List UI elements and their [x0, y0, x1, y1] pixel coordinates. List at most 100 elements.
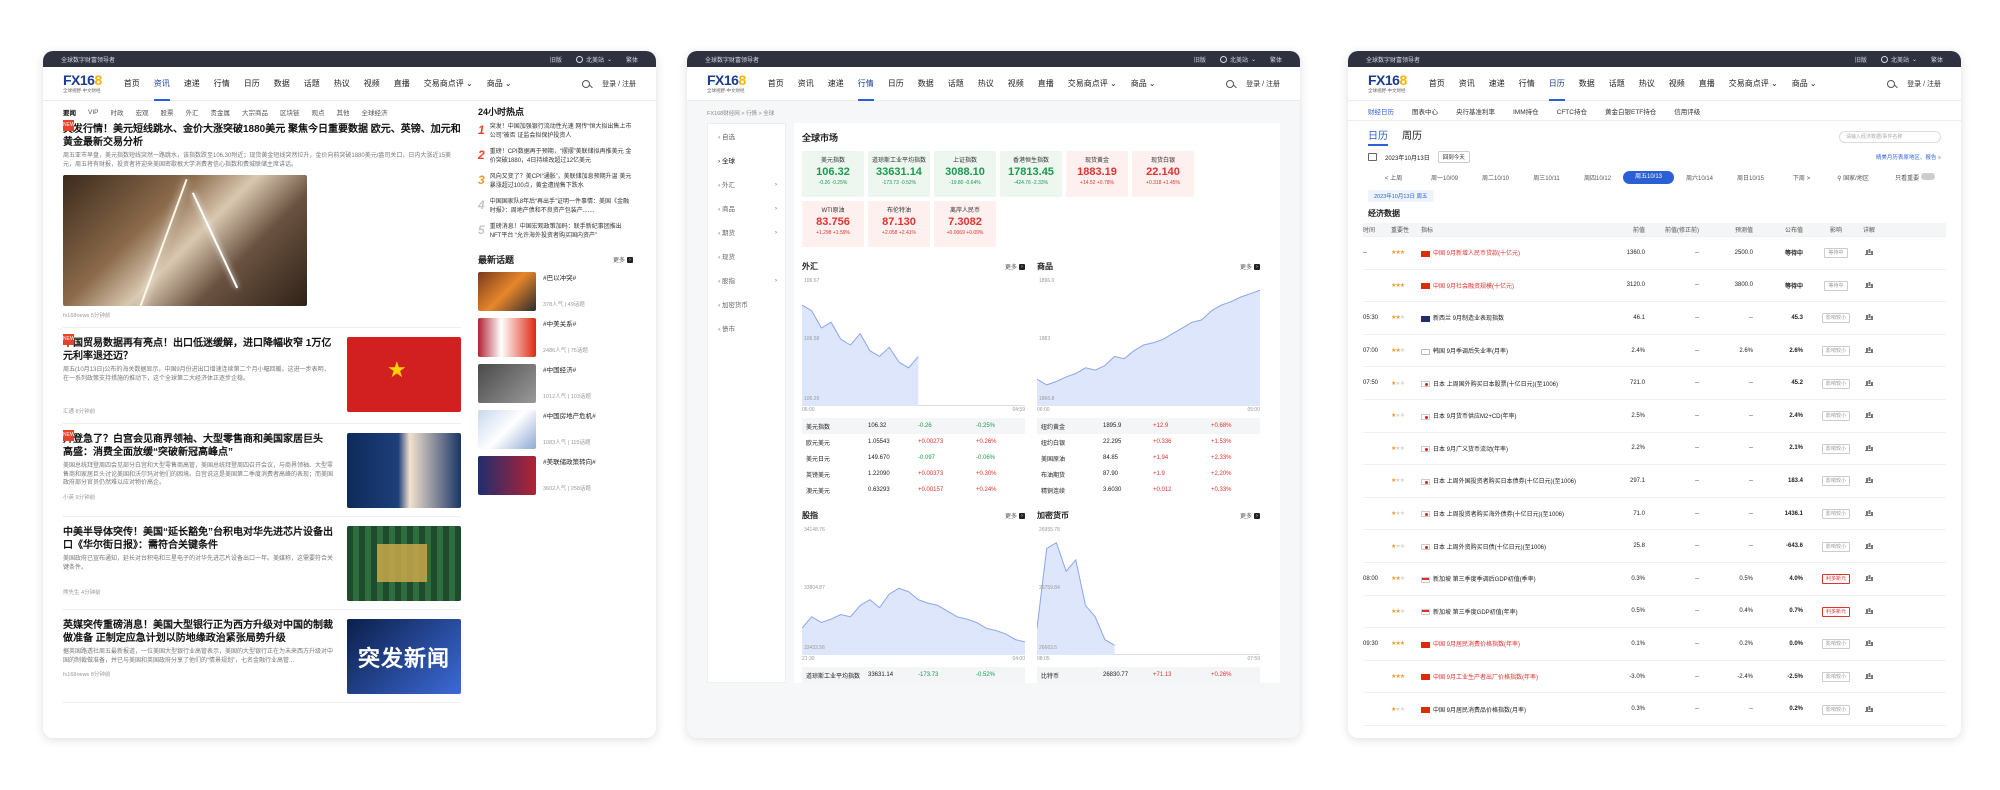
- logo[interactable]: FX168 全球视野·中文财经: [63, 73, 102, 94]
- topic-thumbnail[interactable]: [478, 364, 536, 403]
- chart-bars-icon[interactable]: [1865, 607, 1873, 614]
- quote-tile[interactable]: 布伦特油 87.130 +2.058 +2.41%: [868, 201, 930, 247]
- table-row[interactable]: -- ★★★ 中国 9月新增人民币贷款(十亿元) 1360.0 -- 2500.0 等待中 等…: [1363, 237, 1946, 270]
- nav-item[interactable]: 话题: [1608, 79, 1625, 88]
- day-tab[interactable]: 周三10/11: [1533, 176, 1560, 182]
- nav-item[interactable]: 行情: [213, 79, 230, 88]
- nav-item[interactable]: 话题: [303, 79, 320, 88]
- topic-item[interactable]: #美联储政策转向# 3602人气 | 258话题: [478, 456, 633, 495]
- table-row[interactable]: ★★★ 日本 9月货币供应M2+CD(年率) 2.5% -- -- 2.4% 影响较小: [1363, 400, 1946, 433]
- biden-thumbnail[interactable]: [347, 433, 461, 508]
- news-article[interactable]: 中美半导体突传！美国“延长豁免”台积电对华先进芯片设备出口《华尔街日报》：需符合…: [63, 526, 461, 610]
- chart-bars-icon[interactable]: [1865, 476, 1873, 484]
- quote-row[interactable]: 布油期货 87.90 +1.9 +2.20%: [1037, 466, 1260, 482]
- chart-bars-icon[interactable]: [1865, 248, 1873, 256]
- news-tab[interactable]: 区块链: [279, 110, 300, 117]
- detail-cell[interactable]: [1859, 248, 1879, 257]
- news-article[interactable]: NEW 突发行情！美元短线跳水、金价大涨突破1880美元 聚焦今日重要数据 欧元…: [63, 120, 461, 328]
- logo[interactable]: FX168 全球视野·中文财经: [707, 73, 746, 94]
- chart-bars-icon[interactable]: [1865, 444, 1873, 451]
- topic-title[interactable]: #中美关系#: [543, 321, 577, 328]
- day-tab[interactable]: 周五10/13: [1623, 171, 1674, 184]
- quote-row[interactable]: 比特币 26830.77 +71.13 +0.26%: [1037, 667, 1260, 683]
- article-title[interactable]: 中国贸易数据再有亮点！出口低迷缓解，进口降幅收窄 1万亿元利率退还迈？: [63, 338, 332, 362]
- quote-row[interactable]: 道琼斯工业平均指数 33631.14 -173.73 -0.52%: [802, 667, 1025, 683]
- chart-bars-icon[interactable]: [1865, 542, 1873, 549]
- nav-item[interactable]: 热议: [1638, 79, 1655, 88]
- login-link[interactable]: 登录 / 注册: [1907, 80, 1941, 88]
- indicator-cell[interactable]: 新加坡 第三季度GDP初值(年率): [1421, 607, 1601, 616]
- detail-cell[interactable]: [1859, 379, 1879, 388]
- detail-cell[interactable]: [1859, 476, 1879, 485]
- topic-thumbnail[interactable]: [478, 272, 536, 311]
- toggle-switch[interactable]: [1920, 173, 1935, 180]
- quote-row[interactable]: 澳元美元 0.63293 +0.00157 +0.24%: [802, 482, 1025, 498]
- news-tab[interactable]: 贵金属: [210, 110, 230, 117]
- chart-bars-icon[interactable]: [1865, 705, 1873, 712]
- sidebar-item[interactable]: › 股指 ›: [708, 268, 785, 292]
- indicator-cell[interactable]: 日本 上周投资者购买海外债券(十亿日元)(至1006): [1421, 509, 1601, 518]
- topic-item[interactable]: #巴以冲突# 378人气 | 49话题: [478, 272, 633, 311]
- day-tab[interactable]: 周二10/10: [1481, 176, 1509, 182]
- search-icon[interactable]: [582, 79, 591, 88]
- nav-item[interactable]: 首页: [123, 79, 140, 88]
- region-report-link[interactable]: 晴美月历表原地区、报告 »: [1875, 155, 1941, 161]
- quote-row[interactable]: 纽约黄金 1895.9 +12.9 +0.68%: [1037, 418, 1260, 434]
- quote-row[interactable]: 美元日元 149.670 -0.097 -0.06%: [802, 450, 1025, 466]
- indicator-cell[interactable]: 日本 上周外国投资者购买日本债券(十亿日元)(至1006): [1421, 476, 1601, 485]
- nav-item[interactable]: 资讯: [153, 79, 170, 101]
- lightning-image[interactable]: [63, 175, 307, 306]
- news-article[interactable]: 英媒突传重磅消息！美国大型银行正为西方升级对中国的制裁做准备 正制定应急计划以防…: [63, 619, 461, 703]
- quote-row[interactable]: 美国原油 84.85 +1.94 +2.33%: [1037, 450, 1260, 466]
- region-selector[interactable]: 北美站 ⌄: [575, 55, 612, 64]
- calendar-subnav-item[interactable]: 黄金白银ETF持仓: [1604, 108, 1657, 116]
- indicator-cell[interactable]: 日本 上周外资购买日债(十亿日元)(至1006): [1421, 542, 1601, 551]
- region-filter[interactable]: ⚲ 国家/地区: [1837, 176, 1869, 182]
- article-title[interactable]: 英媒突传重磅消息！美国大型银行正为西方升级对中国的制裁做准备 正制定应急计划以防…: [63, 620, 333, 644]
- indicator-cell[interactable]: 日本 9月货币供应M2+CD(年率): [1421, 411, 1601, 420]
- nav-item[interactable]: 资讯: [797, 79, 814, 88]
- nav-item[interactable]: 商品 ⌄: [486, 79, 512, 88]
- detail-cell[interactable]: [1859, 346, 1879, 355]
- tab-weekly[interactable]: 周历: [1402, 131, 1422, 142]
- quote-tile[interactable]: 现货白银 22.140 +0.318 +1.45%: [1132, 151, 1194, 197]
- nav-item[interactable]: 热议: [333, 79, 350, 88]
- chip-thumbnail[interactable]: [347, 526, 461, 601]
- indicator-cell[interactable]: 中国 9月居民消费价格指数(年率): [1421, 639, 1601, 648]
- indicator-cell[interactable]: 韩国 9月季调后失业率(月率): [1421, 346, 1601, 355]
- hot-item[interactable]: 5 重磅消息！中国宏观政策加码：联手新纪事团推出NFT平台 “允许海外投资者购买国…: [478, 223, 633, 241]
- nav-item[interactable]: 行情: [1518, 79, 1535, 88]
- quote-tile[interactable]: 上证指数 3088.10 -19.80 -0.64%: [934, 151, 996, 197]
- table-row[interactable]: ★★★ 日本 9月广义货币流动(年率) 2.2% -- -- 2.1% 影响较小: [1363, 433, 1946, 466]
- more-link[interactable]: 更多 ›: [1005, 510, 1025, 521]
- table-row[interactable]: ★★★ 中国 9月社会融资规模(十亿元) 3120.0 -- 3800.0 等待中 等待中: [1363, 270, 1946, 303]
- quote-tile[interactable]: 道琼斯工业平均指数 33631.14 -173.73 -0.52%: [868, 151, 930, 197]
- hot-item[interactable]: 4 中国国家队8年后“再出手”证明一件事情：美国《金融时报》：周地产债和不良资产包…: [478, 198, 633, 216]
- table-row[interactable]: ★★★ 日本 上周外国投资者购买日本债券(十亿日元)(至1006) 297.1 -- -…: [1363, 465, 1946, 498]
- indicator-cell[interactable]: 中国 9月工业生产者出厂价格指数(年率): [1421, 672, 1601, 681]
- table-row[interactable]: 07:00 ★★★ 韩国 9月季调后失业率(月率) 2.4% -- 2.6% 2.6% 影响较…: [1363, 335, 1946, 368]
- calendar-subnav-item[interactable]: IMM持仓: [1513, 108, 1539, 116]
- article-title[interactable]: 突发行情！美元短线跳水、金价大涨突破1880美元 聚焦今日重要数据 欧元、英镑、…: [63, 124, 461, 148]
- more-link[interactable]: 更多 ›: [1240, 510, 1260, 521]
- news-tab[interactable]: VIP: [88, 108, 99, 116]
- topic-item[interactable]: #中国房地产危机# 1083人气 | 115话题: [478, 410, 633, 449]
- nav-item[interactable]: 直播: [1698, 79, 1715, 88]
- news-article[interactable]: NEW 中国贸易数据再有亮点！出口低迷缓解，进口降幅收窄 1万亿元利率退还迈？ …: [63, 334, 461, 424]
- chart-bars-icon[interactable]: [1865, 639, 1873, 647]
- nav-item[interactable]: 日历: [243, 79, 260, 88]
- hot-item[interactable]: 3 风向又变了？美CPI“通胀”，美联储加息预期升温 美元暴涨超过100点，黄金遭…: [478, 173, 633, 191]
- language-toggle[interactable]: 繁体: [1269, 57, 1282, 64]
- news-tab[interactable]: 股票: [160, 110, 174, 117]
- nav-item[interactable]: 商品 ⌄: [1130, 79, 1156, 88]
- indicator-cell[interactable]: 中国 9月居民消费品价格指数(月率): [1421, 705, 1601, 714]
- chart-bars-icon[interactable]: [1865, 379, 1873, 386]
- quote-row[interactable]: 美元指数 106.32 -0.26 -0.25%: [802, 418, 1025, 434]
- hot-item-text[interactable]: 重磅！CPI数据再于预期，“摆摆”美联储拟再推美元 金价突破1880，4日持续改…: [489, 149, 632, 164]
- table-row[interactable]: ★★★ 日本 上周外资购买日债(十亿日元)(至1006) 25.8 -- -- -643.…: [1363, 530, 1946, 563]
- chart-bars-icon[interactable]: [1865, 672, 1873, 680]
- topic-thumbnail[interactable]: [478, 410, 536, 449]
- nav-item[interactable]: 交易商点评 ⌄: [1728, 79, 1778, 88]
- prev-week-button[interactable]: < 上周: [1384, 176, 1403, 182]
- detail-cell[interactable]: [1859, 444, 1879, 453]
